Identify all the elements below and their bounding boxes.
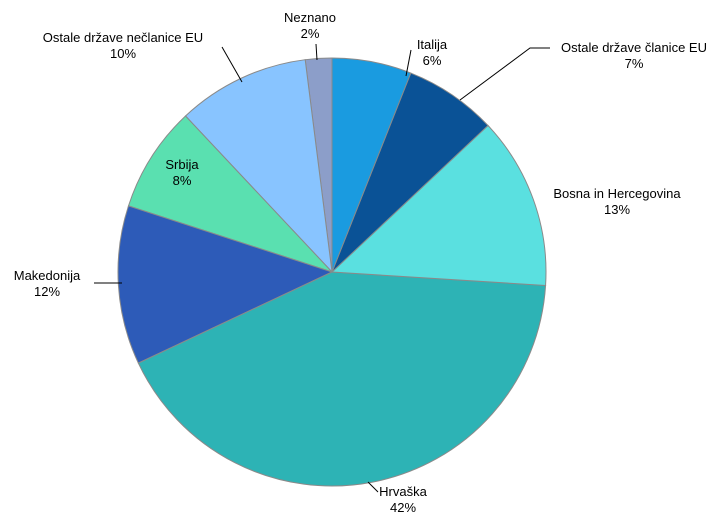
pie-slice bbox=[331, 57, 412, 273]
label-value: 12% bbox=[33, 284, 61, 299]
leader-line bbox=[221, 46, 243, 83]
leader-line bbox=[315, 43, 318, 61]
leader-lines bbox=[94, 43, 550, 493]
pie-slice bbox=[137, 271, 547, 487]
label-name: Bosna in Hercegovina bbox=[553, 186, 681, 201]
label-name: Makedonija bbox=[13, 268, 81, 283]
slice-label: Ostale države članice EU 7% bbox=[539, 40, 728, 72]
leader-line bbox=[459, 47, 550, 101]
label-value: 10% bbox=[109, 46, 137, 61]
slice-label: Neznano 2% bbox=[260, 10, 360, 42]
label-value: 13% bbox=[603, 202, 631, 217]
label-value: 2% bbox=[300, 26, 320, 41]
label-value: 8% bbox=[172, 173, 192, 188]
slice-label: Srbija 8% bbox=[142, 157, 222, 189]
leader-line bbox=[405, 49, 412, 77]
label-name: Ostale države nečlanice EU bbox=[42, 30, 204, 45]
label-value: 7% bbox=[624, 56, 644, 71]
label-name: Srbija bbox=[165, 157, 199, 172]
slice-label: Hrvaška 42% bbox=[353, 484, 453, 516]
label-name: Ostale države članice EU bbox=[561, 40, 707, 55]
pie-slice bbox=[184, 59, 333, 274]
slice-label: Italija 6% bbox=[372, 37, 492, 69]
slice-label: Bosna in Hercegovina 13% bbox=[532, 186, 702, 218]
label-name: Italija bbox=[416, 37, 448, 52]
label-name: Neznano bbox=[283, 10, 337, 25]
label-value: 6% bbox=[422, 53, 442, 68]
leader-line bbox=[367, 481, 379, 493]
slice-label: Ostale države nečlanice EU 10% bbox=[33, 30, 213, 62]
pie-slice bbox=[330, 124, 547, 286]
pie-slice bbox=[127, 115, 333, 273]
label-name: Hrvaška bbox=[379, 484, 427, 499]
pie-slice bbox=[117, 205, 334, 364]
label-value: 42% bbox=[389, 500, 417, 515]
slice-label: Makedonija 12% bbox=[0, 268, 97, 300]
